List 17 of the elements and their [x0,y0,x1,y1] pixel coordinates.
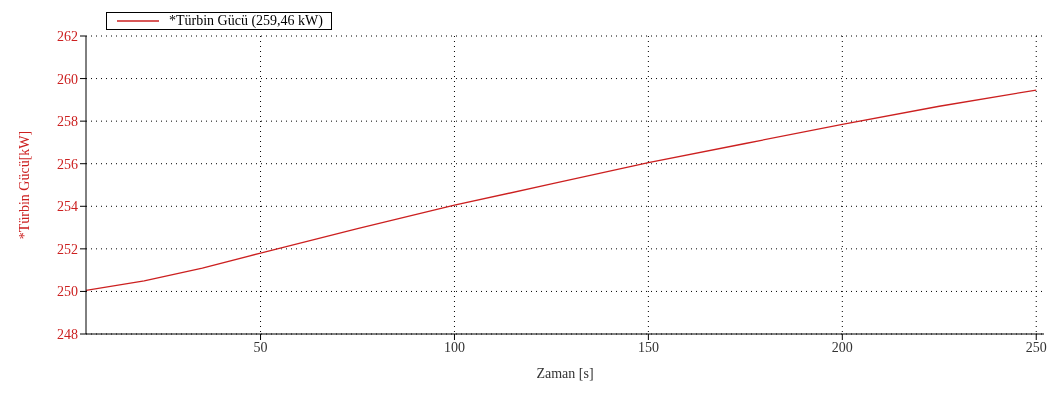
y-tick-label: 262 [57,28,78,44]
x-axis-title: Zaman [s] [536,366,594,381]
y-axis-title: *Türbin Gücü[kW] [16,130,32,240]
line-series [86,89,1037,292]
x-tick-label: 250 [1025,339,1047,355]
x-tick-label: 200 [831,339,853,355]
y-tick-label: 258 [57,114,78,130]
x-tick-label: 100 [443,339,465,355]
y-tick-label: 260 [57,71,78,87]
y-tick-label: 254 [57,199,78,215]
y-tick-label: 250 [57,284,78,300]
x-tick-label: 150 [637,339,659,355]
legend-label: *Türbin Gücü (259,46 kW) [169,13,323,29]
y-tick-label: 252 [57,241,78,257]
y-tick-label: 248 [57,326,78,342]
y-tick-label: 256 [57,156,78,172]
x-tick-label: 50 [253,339,268,355]
